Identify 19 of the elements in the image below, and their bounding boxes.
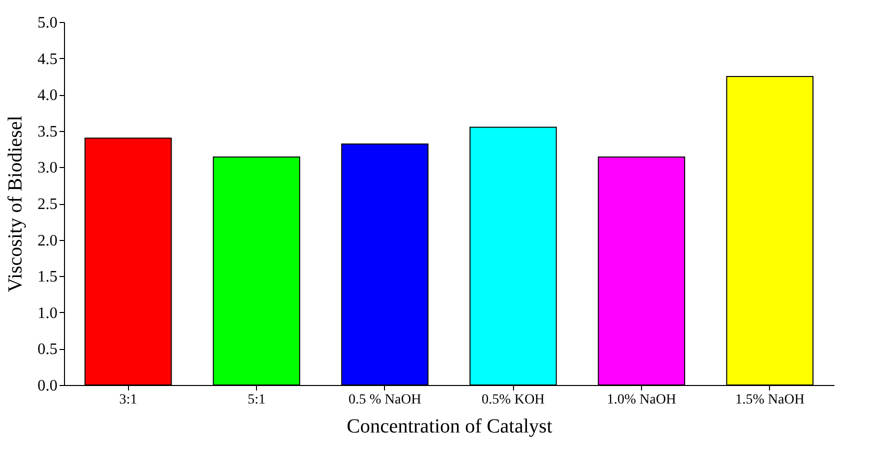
y-tick-label: 3.0	[38, 160, 58, 177]
x-tick-label: 0.5 % NaOH	[348, 392, 422, 408]
y-tick-label: 1.5	[38, 268, 58, 286]
x-tick-label: 5:1	[248, 392, 266, 408]
y-axis-title: Viscosity of Biodiesel	[4, 115, 26, 292]
y-tick-label: 0.5	[38, 341, 58, 358]
y-tick-label: 2.5	[38, 196, 58, 213]
x-tick-label: 0.5% KOH	[482, 392, 545, 408]
y-tick-label: 2.0	[38, 232, 58, 250]
y-tick-label: 0.0	[38, 378, 58, 394]
y-tick-label: 1.0	[38, 304, 58, 322]
x-tick-label: 1.5% NaOH	[735, 392, 804, 408]
x-axis-title: Concentration of Catalyst	[346, 416, 553, 438]
x-tick-label: 3:1	[119, 392, 138, 408]
y-tick-label: 4.5	[38, 50, 58, 68]
y-tick-label: 3.5	[38, 123, 58, 140]
y-tick-label: 5.0	[38, 14, 58, 32]
y-tick-label: 4.0	[38, 87, 58, 104]
x-tick-label: 1.0% NaOH	[606, 392, 676, 408]
